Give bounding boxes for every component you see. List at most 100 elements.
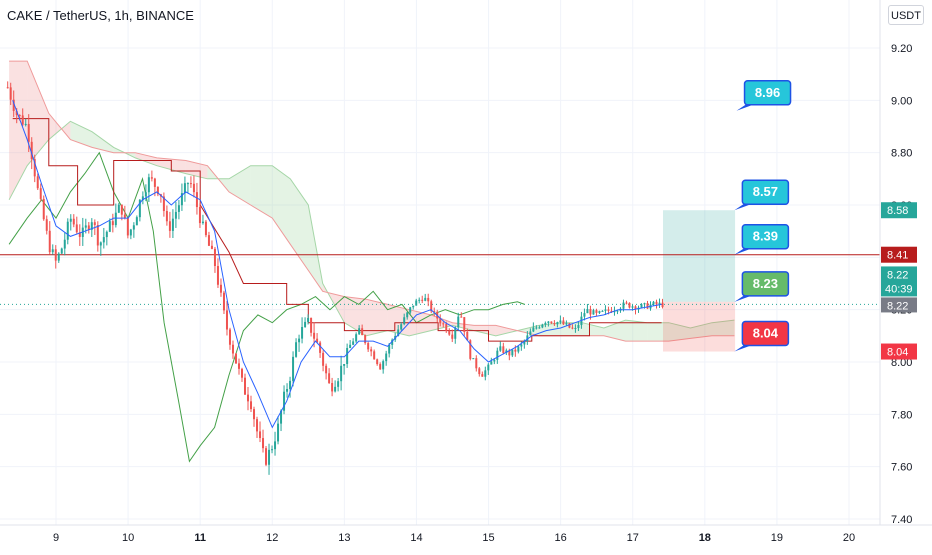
candle-body bbox=[565, 323, 568, 325]
candle-body bbox=[658, 302, 661, 305]
candle-body bbox=[538, 327, 541, 329]
time-tick-label: 9 bbox=[53, 532, 59, 544]
candle-body bbox=[391, 339, 394, 345]
candle-body bbox=[250, 401, 253, 410]
candle-body bbox=[445, 324, 448, 331]
candle-body bbox=[247, 394, 250, 402]
candle-body bbox=[237, 363, 240, 369]
candle-body bbox=[36, 176, 39, 189]
candle-body bbox=[150, 177, 153, 179]
candle-body bbox=[102, 237, 105, 243]
candle-body bbox=[51, 249, 54, 253]
candle-body bbox=[493, 359, 496, 362]
candle-body bbox=[90, 222, 93, 230]
cloud-segment bbox=[366, 299, 388, 336]
candles bbox=[6, 81, 664, 475]
candle-body bbox=[180, 193, 183, 206]
kijun-line bbox=[12, 118, 662, 342]
candle-body bbox=[364, 335, 367, 344]
candle-body bbox=[138, 199, 141, 218]
candle-body bbox=[589, 309, 592, 315]
candle-body bbox=[307, 317, 310, 322]
candle-body bbox=[577, 325, 580, 329]
candle-body bbox=[451, 334, 454, 339]
candle-body bbox=[346, 348, 349, 365]
candle-body bbox=[520, 344, 523, 347]
candle-body bbox=[337, 381, 340, 387]
current-price-badge: 8.22 bbox=[887, 269, 908, 281]
candle-body bbox=[63, 239, 66, 249]
lagging-span-line bbox=[8, 151, 525, 463]
candle-body bbox=[292, 356, 295, 381]
candle-body bbox=[361, 328, 364, 336]
cloud-segment bbox=[229, 165, 251, 205]
candle-body bbox=[265, 448, 268, 465]
candle-body bbox=[21, 115, 24, 125]
candle-body bbox=[529, 331, 532, 336]
candle-body bbox=[189, 183, 192, 185]
callout-box bbox=[741, 320, 790, 347]
cloud-segment bbox=[495, 325, 518, 336]
candle-body bbox=[195, 192, 198, 208]
candle-body bbox=[268, 449, 271, 465]
time-tick-label: 19 bbox=[771, 532, 783, 544]
candle-body bbox=[57, 253, 60, 261]
candle-body bbox=[640, 304, 643, 308]
callout-label: 8.39 bbox=[753, 229, 778, 244]
candle-body bbox=[424, 297, 427, 301]
candle-body bbox=[442, 323, 445, 325]
candle-body bbox=[463, 317, 466, 332]
candle-body bbox=[213, 248, 216, 267]
callout-label: 8.57 bbox=[753, 184, 778, 199]
price-axis: 9.209.008.808.608.408.208.007.807.607.40… bbox=[879, 0, 932, 550]
candle-body bbox=[556, 322, 559, 325]
time-tick-label: 15 bbox=[482, 532, 494, 544]
candle-body bbox=[355, 334, 358, 342]
candle-body bbox=[9, 87, 12, 100]
candle-body bbox=[126, 217, 129, 236]
time-axis: 9 10 11 12 13 14 15 16 17 18 19 20 bbox=[0, 524, 932, 550]
currency-badge[interactable]: USDT bbox=[888, 5, 924, 25]
candle-body bbox=[568, 323, 571, 328]
candle-body bbox=[433, 311, 436, 313]
candle-body bbox=[141, 196, 144, 200]
cloud-segment bbox=[625, 320, 648, 342]
time-tick-label: 12 bbox=[266, 532, 278, 544]
candle-body bbox=[283, 391, 286, 411]
candle-body bbox=[301, 326, 304, 339]
candle-body bbox=[253, 409, 256, 420]
price-tick-label: 9.20 bbox=[891, 43, 912, 55]
span-b-line bbox=[9, 60, 735, 342]
candle-body bbox=[117, 204, 120, 213]
candle-body bbox=[322, 352, 325, 366]
callout-box bbox=[741, 179, 790, 205]
candle-body bbox=[466, 331, 469, 341]
candle-body bbox=[610, 310, 613, 313]
candle-body bbox=[313, 332, 316, 339]
candle-body bbox=[231, 344, 234, 354]
candle-body bbox=[174, 211, 177, 219]
candle-body bbox=[646, 303, 649, 309]
candle-body bbox=[162, 196, 165, 212]
candle-body bbox=[508, 350, 511, 356]
candle-body bbox=[165, 211, 168, 222]
candle-body bbox=[586, 309, 589, 314]
candle-body bbox=[216, 266, 219, 285]
cloud-segment bbox=[539, 322, 561, 336]
candle-body bbox=[418, 299, 421, 301]
current-line-badge: 8.22 bbox=[887, 300, 908, 312]
candle-body bbox=[325, 365, 328, 374]
candle-body bbox=[406, 312, 409, 318]
candle-body bbox=[655, 301, 658, 305]
candle-body bbox=[592, 310, 595, 315]
candle-body bbox=[550, 321, 553, 324]
candle-body bbox=[343, 364, 346, 366]
candle-body bbox=[132, 225, 135, 230]
callout-box bbox=[741, 271, 790, 297]
candle-body bbox=[72, 218, 75, 225]
candle-body bbox=[370, 349, 373, 352]
candle-body bbox=[553, 323, 556, 325]
